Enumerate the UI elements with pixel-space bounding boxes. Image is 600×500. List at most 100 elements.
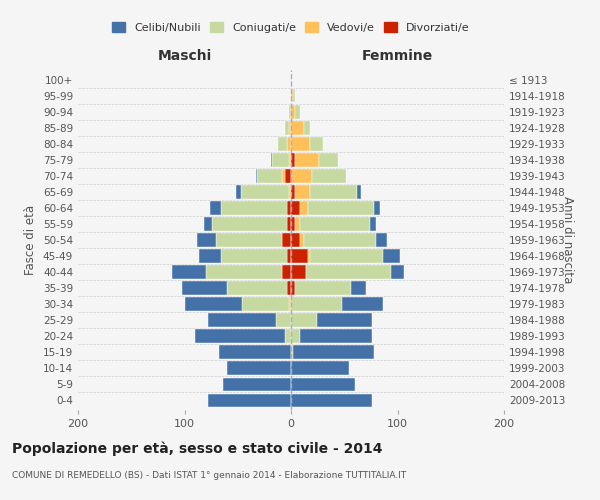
Bar: [236, 185, 241, 198]
Bar: [287, 282, 291, 295]
Bar: [295, 217, 299, 231]
Bar: [223, 378, 291, 391]
Bar: [291, 249, 308, 263]
Bar: [299, 217, 370, 231]
Bar: [313, 169, 346, 182]
Bar: [241, 185, 289, 198]
Bar: [289, 105, 291, 118]
Bar: [195, 330, 284, 343]
Bar: [283, 233, 291, 247]
Bar: [278, 137, 287, 150]
Bar: [291, 105, 295, 118]
Bar: [319, 153, 338, 166]
Bar: [304, 233, 376, 247]
Bar: [304, 121, 310, 134]
Bar: [308, 201, 374, 214]
Bar: [272, 153, 289, 166]
Bar: [291, 266, 306, 279]
Bar: [289, 298, 291, 311]
Legend: Celibi/Nubili, Coniugati/e, Vedovi/e, Divorziati/e: Celibi/Nubili, Coniugati/e, Vedovi/e, Di…: [108, 18, 474, 38]
Bar: [208, 314, 276, 327]
Bar: [310, 249, 383, 263]
Bar: [291, 169, 313, 182]
Bar: [172, 266, 206, 279]
Bar: [287, 249, 291, 263]
Bar: [306, 266, 391, 279]
Bar: [289, 121, 291, 134]
Bar: [283, 266, 291, 279]
Bar: [291, 282, 295, 295]
Bar: [256, 169, 257, 182]
Bar: [210, 201, 221, 214]
Bar: [299, 233, 304, 247]
Bar: [293, 346, 374, 359]
Bar: [383, 249, 400, 263]
Bar: [308, 249, 310, 263]
Bar: [295, 282, 350, 295]
Bar: [291, 314, 317, 327]
Bar: [291, 378, 355, 391]
Bar: [299, 330, 372, 343]
Bar: [317, 314, 372, 327]
Bar: [276, 314, 291, 327]
Bar: [182, 282, 227, 295]
Bar: [291, 137, 310, 150]
Text: Maschi: Maschi: [157, 49, 212, 63]
Bar: [291, 394, 372, 407]
Bar: [199, 249, 221, 263]
Text: Popolazione per età, sesso e stato civile - 2014: Popolazione per età, sesso e stato civil…: [12, 441, 383, 456]
Bar: [295, 185, 310, 198]
Bar: [291, 330, 299, 343]
Bar: [291, 362, 349, 375]
Bar: [295, 153, 319, 166]
Bar: [291, 233, 299, 247]
Bar: [291, 153, 295, 166]
Bar: [291, 346, 293, 359]
Bar: [212, 217, 287, 231]
Bar: [208, 394, 291, 407]
Bar: [227, 362, 291, 375]
Bar: [284, 330, 291, 343]
Bar: [287, 201, 291, 214]
Bar: [284, 121, 289, 134]
Bar: [291, 121, 304, 134]
Bar: [185, 298, 242, 311]
Bar: [350, 282, 365, 295]
Bar: [291, 217, 295, 231]
Bar: [357, 185, 361, 198]
Bar: [310, 185, 357, 198]
Bar: [289, 185, 291, 198]
Bar: [370, 217, 376, 231]
Bar: [257, 169, 283, 182]
Text: COMUNE DI REMEDELLO (BS) - Dati ISTAT 1° gennaio 2014 - Elaborazione TUTTITALIA.: COMUNE DI REMEDELLO (BS) - Dati ISTAT 1°…: [12, 470, 406, 480]
Bar: [342, 298, 383, 311]
Y-axis label: Fasce di età: Fasce di età: [25, 205, 37, 275]
Bar: [217, 233, 283, 247]
Bar: [227, 282, 287, 295]
Y-axis label: Anni di nascita: Anni di nascita: [561, 196, 574, 284]
Bar: [218, 346, 291, 359]
Bar: [283, 169, 284, 182]
Bar: [376, 233, 387, 247]
Bar: [287, 217, 291, 231]
Bar: [287, 137, 291, 150]
Text: Femmine: Femmine: [362, 49, 433, 63]
Bar: [295, 105, 299, 118]
Bar: [289, 153, 291, 166]
Bar: [221, 201, 287, 214]
Bar: [242, 298, 289, 311]
Bar: [291, 89, 293, 102]
Bar: [271, 153, 272, 166]
Bar: [310, 137, 323, 150]
Bar: [291, 201, 299, 214]
Bar: [197, 233, 217, 247]
Bar: [374, 201, 380, 214]
Bar: [299, 201, 308, 214]
Bar: [293, 89, 295, 102]
Bar: [221, 249, 287, 263]
Bar: [291, 298, 342, 311]
Bar: [391, 266, 404, 279]
Bar: [206, 266, 283, 279]
Bar: [203, 217, 212, 231]
Bar: [284, 169, 291, 182]
